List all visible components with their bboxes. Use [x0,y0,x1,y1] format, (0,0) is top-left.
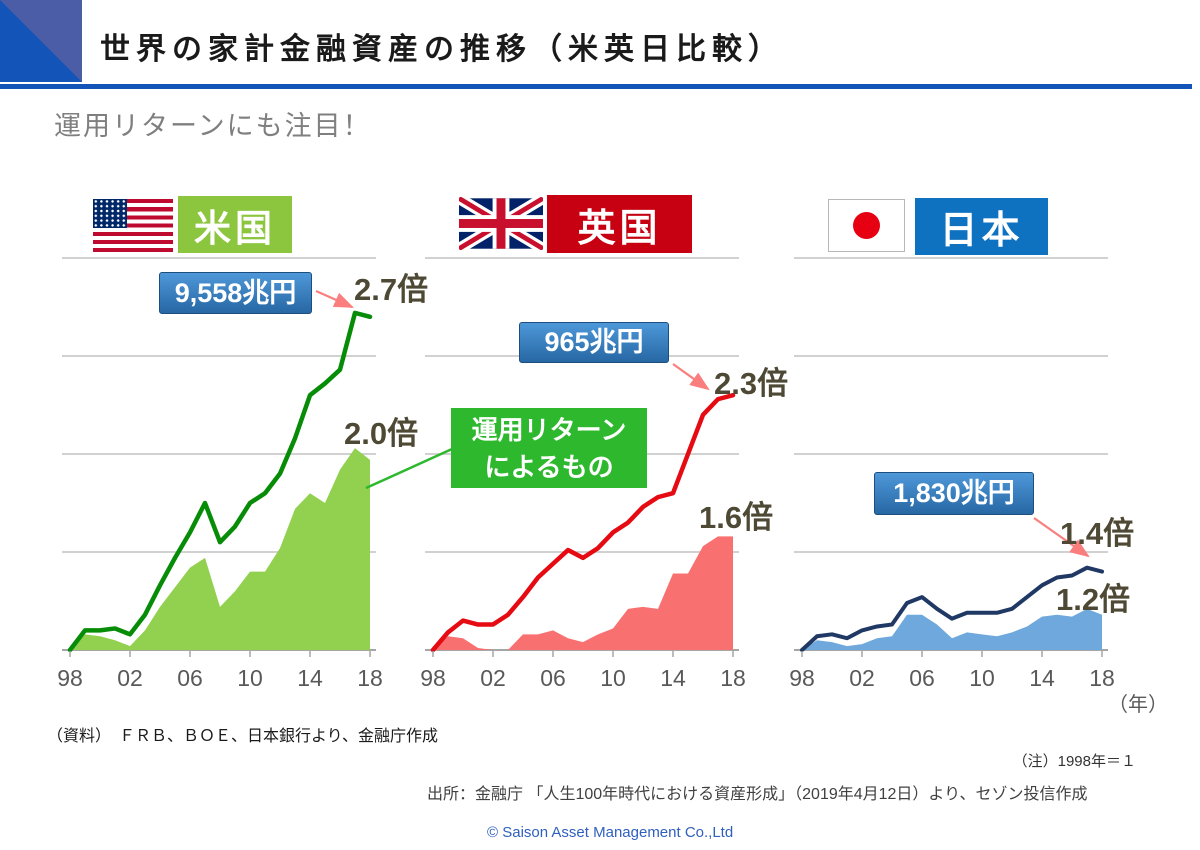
uk-x-tick: 10 [600,665,626,691]
annotation-line2: によるもの [484,452,614,482]
return-multiplier-us: 2.0倍 [344,416,419,451]
total-multiplier-uk: 2.3倍 [714,366,789,401]
subtitle: 運用リターンにも注目！ [54,111,372,141]
uk-x-tick: 98 [420,665,446,691]
total-multiplier-us: 2.7倍 [354,272,429,307]
annotation-connector [365,447,453,490]
jp-x-tick: 06 [909,665,935,691]
jp-x-tick: 98 [789,665,815,691]
title-underline [0,84,1192,89]
uk-x-tick: 18 [720,665,746,691]
uk-x-tick: 06 [540,665,566,691]
jp-x-tick: 14 [1029,665,1055,691]
country-label-jp: 日本 [915,198,1048,255]
us-return-area [70,448,370,650]
amount-callout-us: 9,558兆円 [159,272,312,314]
uk-x-tick: 02 [480,665,506,691]
us-flag-icon [93,199,173,252]
us-x-tick: 98 [57,665,83,691]
citation-note: 出所：金融庁 「人生100年時代における資産形成」（2019年4月12日）より、… [427,786,1088,803]
us-x-tick: 10 [237,665,263,691]
us-x-tick: 02 [117,665,143,691]
amount-callout-uk: 965兆円 [519,322,669,363]
us-x-tick: 18 [357,665,383,691]
uk-chart: 98 02 06 10 14 18 [420,257,746,691]
total-multiplier-jp: 1.4倍 [1060,516,1135,551]
return-multiplier-jp: 1.2倍 [1056,582,1131,617]
copyright: © Saison Asset Management Co.,Ltd [487,824,734,841]
uk-asset-line [430,392,736,653]
jp-flag-icon [828,199,905,252]
callout-arrow [672,363,710,391]
page-title: 世界の家計金融資産の推移（米英日比較） [100,33,784,66]
jp-asset-line [800,565,1104,652]
uk-return-area [433,536,733,650]
us-asset-line [67,310,373,653]
annotation-line1: 運用リターン [471,415,627,445]
uk-flag-icon [459,197,543,250]
jp-return-area [802,608,1102,650]
return-annotation-box: 運用リターン によるもの [451,408,647,488]
callout-arrow [315,289,355,309]
country-label-us: 米国 [178,196,292,253]
jp-flag-sun [853,212,880,239]
country-label-uk: 英国 [547,195,692,253]
jp-chart: 98 02 06 10 14 18 [789,257,1115,691]
uk-x-tick: 14 [660,665,686,691]
amount-callout-jp: 1,830兆円 [874,472,1034,515]
us-x-tick: 14 [297,665,323,691]
corner-decoration [0,0,82,82]
jp-x-tick: 10 [969,665,995,691]
return-multiplier-uk: 1.6倍 [699,500,774,535]
jp-x-tick: 18 [1089,665,1115,691]
us-flag-canton [93,199,127,228]
x-axis-unit-label: （年） [1108,694,1168,716]
callout-arrow [1033,517,1090,558]
jp-x-tick: 02 [849,665,875,691]
us-chart: 98 02 06 10 14 18 [57,257,383,691]
index-base-note: （注）1998年＝１ [1012,753,1136,770]
us-x-tick: 06 [177,665,203,691]
data-source-note: （資料） ＦＲＢ、ＢＯＥ、日本銀行より、金融庁作成 [47,728,439,745]
